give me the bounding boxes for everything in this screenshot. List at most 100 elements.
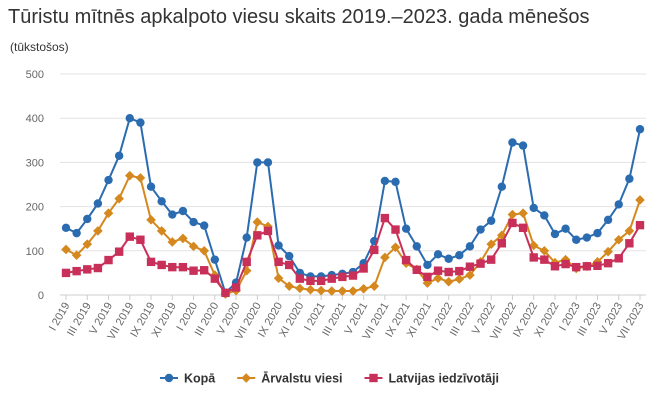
- data-point-local[interactable]: [476, 259, 485, 268]
- data-point-local[interactable]: [295, 274, 305, 283]
- data-point-local[interactable]: [433, 266, 443, 275]
- data-point-local[interactable]: [327, 274, 336, 283]
- data-point-foreign[interactable]: [124, 170, 135, 181]
- data-point-total[interactable]: [518, 141, 528, 150]
- data-point-foreign[interactable]: [390, 242, 401, 253]
- legend-item-foreign[interactable]: Ārvalstu viesi: [237, 372, 342, 386]
- data-point-local[interactable]: [125, 232, 134, 241]
- data-point-foreign[interactable]: [82, 239, 93, 249]
- data-point-foreign[interactable]: [326, 286, 337, 296]
- data-point-foreign[interactable]: [284, 281, 295, 291]
- data-point-foreign[interactable]: [188, 241, 199, 252]
- data-point-local[interactable]: [550, 262, 560, 271]
- data-point-local[interactable]: [61, 268, 71, 278]
- data-point-local[interactable]: [593, 261, 602, 271]
- data-point-local[interactable]: [614, 254, 623, 263]
- data-point-total[interactable]: [423, 260, 432, 270]
- data-point-total[interactable]: [178, 206, 188, 216]
- data-point-local[interactable]: [93, 263, 103, 273]
- data-point-local[interactable]: [306, 276, 315, 286]
- data-point-local[interactable]: [242, 257, 251, 267]
- data-point-total[interactable]: [593, 228, 602, 238]
- data-point-local[interactable]: [561, 259, 570, 269]
- data-point-local[interactable]: [444, 267, 453, 277]
- data-point-foreign[interactable]: [178, 233, 188, 244]
- data-point-local[interactable]: [136, 235, 145, 244]
- data-point-total[interactable]: [93, 199, 103, 208]
- data-point-local[interactable]: [338, 272, 347, 282]
- data-point-foreign[interactable]: [156, 226, 167, 236]
- data-point-total[interactable]: [444, 254, 453, 263]
- legend-item-total[interactable]: Kopā: [160, 372, 216, 386]
- data-point-foreign[interactable]: [61, 244, 71, 255]
- data-point-local[interactable]: [423, 272, 432, 282]
- data-point-local[interactable]: [603, 258, 613, 268]
- data-point-local[interactable]: [582, 262, 592, 271]
- data-point-local[interactable]: [380, 213, 390, 223]
- data-point-foreign[interactable]: [433, 273, 443, 284]
- data-point-total[interactable]: [635, 125, 645, 134]
- data-point-total[interactable]: [401, 224, 411, 233]
- data-point-total[interactable]: [412, 242, 421, 251]
- data-point-foreign[interactable]: [358, 284, 369, 294]
- data-point-local[interactable]: [199, 266, 209, 275]
- data-point-local[interactable]: [72, 266, 81, 276]
- data-point-foreign[interactable]: [624, 226, 635, 236]
- data-point-foreign[interactable]: [305, 284, 316, 295]
- data-point-total[interactable]: [114, 151, 124, 160]
- data-point-total[interactable]: [168, 210, 177, 219]
- data-point-total[interactable]: [61, 223, 71, 233]
- data-point-total[interactable]: [572, 235, 581, 244]
- data-point-total[interactable]: [465, 242, 475, 251]
- data-point-local[interactable]: [146, 257, 156, 267]
- data-point-total[interactable]: [125, 114, 134, 123]
- data-point-local[interactable]: [274, 257, 283, 267]
- data-point-local[interactable]: [540, 255, 549, 264]
- data-point-total[interactable]: [253, 158, 262, 167]
- data-point-local[interactable]: [189, 266, 198, 275]
- data-point-foreign[interactable]: [422, 278, 433, 288]
- data-point-local[interactable]: [168, 262, 177, 272]
- data-point-total[interactable]: [199, 221, 209, 230]
- data-point-foreign[interactable]: [114, 193, 124, 204]
- data-point-local[interactable]: [455, 266, 464, 276]
- data-point-total[interactable]: [380, 176, 390, 186]
- data-point-total[interactable]: [582, 233, 592, 242]
- data-point-total[interactable]: [614, 200, 623, 209]
- data-point-local[interactable]: [221, 288, 230, 297]
- data-point-total[interactable]: [285, 251, 294, 261]
- data-point-local[interactable]: [370, 245, 379, 255]
- data-point-foreign[interactable]: [273, 273, 284, 284]
- data-point-foreign[interactable]: [443, 276, 454, 287]
- data-point-total[interactable]: [550, 229, 560, 239]
- data-point-local[interactable]: [285, 260, 294, 270]
- data-point-local[interactable]: [465, 262, 475, 271]
- data-point-foreign[interactable]: [369, 281, 380, 291]
- data-point-local[interactable]: [391, 225, 400, 234]
- data-point-foreign[interactable]: [454, 274, 465, 284]
- data-point-local[interactable]: [210, 274, 220, 283]
- data-point-total[interactable]: [540, 211, 549, 220]
- data-point-foreign[interactable]: [316, 285, 326, 296]
- data-point-total[interactable]: [83, 214, 92, 224]
- data-point-foreign[interactable]: [380, 252, 390, 263]
- data-point-local[interactable]: [114, 247, 124, 256]
- data-point-foreign[interactable]: [507, 209, 518, 220]
- data-point-foreign[interactable]: [135, 173, 146, 183]
- data-point-local[interactable]: [348, 271, 358, 280]
- data-point-foreign[interactable]: [635, 195, 645, 205]
- data-point-local[interactable]: [572, 262, 581, 272]
- data-point-total[interactable]: [189, 217, 198, 227]
- data-point-local[interactable]: [401, 255, 411, 265]
- data-point-local[interactable]: [529, 253, 538, 262]
- data-point-foreign[interactable]: [93, 226, 103, 236]
- data-point-total[interactable]: [529, 203, 538, 213]
- data-point-total[interactable]: [497, 182, 507, 191]
- data-point-total[interactable]: [72, 228, 81, 238]
- data-point-foreign[interactable]: [199, 246, 209, 256]
- data-point-total[interactable]: [242, 233, 251, 242]
- data-point-foreign[interactable]: [337, 286, 348, 296]
- data-point-foreign[interactable]: [71, 250, 82, 261]
- data-point-local[interactable]: [486, 255, 496, 264]
- data-point-total[interactable]: [508, 138, 517, 147]
